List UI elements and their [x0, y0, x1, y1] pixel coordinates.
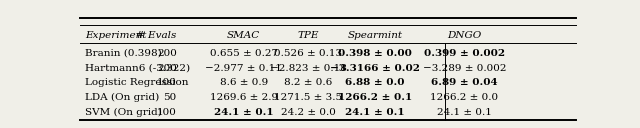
- Text: −3.3166 ± 0.02: −3.3166 ± 0.02: [330, 64, 420, 73]
- Text: 6.89 ± 0.04: 6.89 ± 0.04: [431, 78, 498, 87]
- Text: 6.88 ± 0.0: 6.88 ± 0.0: [346, 78, 405, 87]
- Text: 0.398 ± 0.00: 0.398 ± 0.00: [338, 49, 412, 58]
- Text: SMAC: SMAC: [227, 31, 260, 40]
- Text: 1266.2 ± 0.1: 1266.2 ± 0.1: [338, 93, 412, 102]
- Text: 0.399 ± 0.002: 0.399 ± 0.002: [424, 49, 505, 58]
- Text: 200: 200: [157, 64, 177, 73]
- Text: 8.2 ± 0.6: 8.2 ± 0.6: [284, 78, 332, 87]
- Text: DNGO: DNGO: [447, 31, 481, 40]
- Text: 24.1 ± 0.1: 24.1 ± 0.1: [346, 108, 405, 117]
- Text: 24.1 ± 0.1: 24.1 ± 0.1: [214, 108, 273, 117]
- Text: 24.1 ± 0.1: 24.1 ± 0.1: [437, 108, 492, 117]
- Text: −2.977 ± 0.11: −2.977 ± 0.11: [205, 64, 282, 73]
- Text: SVM (On grid): SVM (On grid): [85, 108, 162, 117]
- Text: Hartmann6 (-3.322): Hartmann6 (-3.322): [85, 64, 190, 73]
- Text: 1266.2 ± 0.0: 1266.2 ± 0.0: [430, 93, 499, 102]
- Text: Logistic Regression: Logistic Regression: [85, 78, 188, 87]
- Text: 0.526 ± 0.13: 0.526 ± 0.13: [274, 49, 342, 58]
- Text: 24.2 ± 0.0: 24.2 ± 0.0: [281, 108, 335, 117]
- Text: Experiment: Experiment: [85, 31, 147, 40]
- Text: # Evals: # Evals: [136, 31, 177, 40]
- Text: 1271.5 ± 3.5: 1271.5 ± 3.5: [274, 93, 342, 102]
- Text: 100: 100: [157, 78, 177, 87]
- Text: LDA (On grid): LDA (On grid): [85, 93, 159, 102]
- Text: −2.823 ± 0.18: −2.823 ± 0.18: [269, 64, 347, 73]
- Text: 50: 50: [163, 93, 177, 102]
- Text: 200: 200: [157, 49, 177, 58]
- Text: Spearmint: Spearmint: [348, 31, 403, 40]
- Text: TPE: TPE: [298, 31, 319, 40]
- Text: 0.655 ± 0.27: 0.655 ± 0.27: [210, 49, 278, 58]
- Text: 100: 100: [157, 108, 177, 117]
- Text: 1269.6 ± 2.9: 1269.6 ± 2.9: [210, 93, 278, 102]
- Text: −3.289 ± 0.002: −3.289 ± 0.002: [422, 64, 506, 73]
- Text: Branin (0.398): Branin (0.398): [85, 49, 162, 58]
- Text: 8.6 ± 0.9: 8.6 ± 0.9: [220, 78, 268, 87]
